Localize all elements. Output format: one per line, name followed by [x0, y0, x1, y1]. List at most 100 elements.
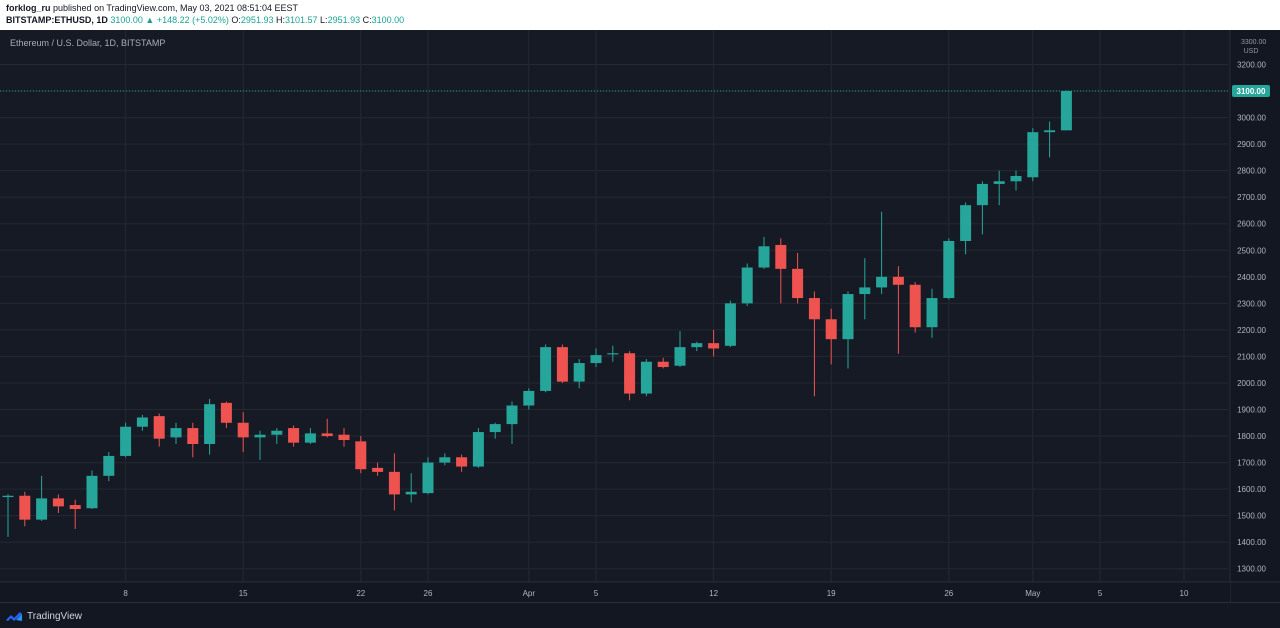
tradingview-brand[interactable]: TradingView: [5, 609, 82, 623]
high-label: H:: [275, 15, 285, 25]
author-name[interactable]: forklog_ru: [6, 3, 51, 13]
low-label: L:: [320, 15, 328, 25]
price-tick-label: 2200.00: [1237, 326, 1266, 335]
candle-down: [556, 347, 568, 382]
time-tick-label: 12: [709, 589, 718, 598]
candle-up: [523, 390, 535, 406]
candle-down: [69, 505, 81, 510]
candle-down: [708, 343, 720, 349]
time-axis-panel[interactable]: [0, 582, 1230, 602]
candle-up: [405, 491, 417, 495]
price-tick-label: 1800.00: [1237, 432, 1266, 441]
open-value: 2951.93: [240, 15, 274, 25]
candle-up: [976, 183, 988, 206]
candle-up: [573, 363, 585, 382]
candle-up: [439, 457, 451, 463]
candle-up: [271, 430, 283, 435]
price-tick-label: 1300.00: [1237, 565, 1266, 574]
axis-top-label: 3300.00: [1241, 39, 1267, 46]
candle-up: [943, 240, 955, 299]
candle-down: [187, 428, 199, 444]
candle-up: [120, 426, 132, 456]
candle-up: [86, 475, 98, 509]
candle-up: [859, 287, 871, 295]
publish-header: forklog_ru published on TradingView.com,…: [0, 0, 1280, 30]
last-price-tag: [1232, 85, 1270, 98]
candle-down: [456, 457, 468, 467]
candle-up: [1027, 132, 1039, 178]
candle-up: [640, 361, 652, 394]
candle-up: [741, 267, 753, 304]
ohlc-line: BITSTAMP:ETHUSD, 1D 3100.00 ▲ +148.22 (+…: [6, 15, 404, 25]
candle-up: [204, 404, 216, 444]
candle-down: [792, 268, 804, 299]
candle-up: [758, 246, 770, 268]
open-label: O:: [231, 15, 241, 25]
time-tick-label: 15: [239, 589, 248, 598]
last-price-tag-label: 3100.00: [1237, 87, 1266, 96]
candle-down: [288, 428, 300, 443]
price-tick-label: 2800.00: [1237, 167, 1266, 176]
candles: [2, 90, 1072, 537]
candlestick-chart[interactable]: 1300.00 1400.00 1500.00 1600.00 1700.00 1800.…: [0, 30, 1280, 602]
footer: TradingView: [0, 602, 1280, 628]
price-tick-label: 2100.00: [1237, 352, 1266, 361]
candle-up: [304, 433, 316, 443]
candle-down: [355, 441, 367, 470]
candle-up: [489, 424, 501, 433]
candle-up: [842, 294, 854, 340]
candle-up: [607, 353, 619, 355]
candle-up: [1044, 130, 1056, 133]
candle-up: [2, 495, 14, 498]
time-tick-label: May: [1025, 589, 1040, 598]
candle-up: [1010, 175, 1022, 182]
candle-down: [624, 353, 636, 394]
price-tick-label: 2600.00: [1237, 220, 1266, 229]
candle-up: [170, 428, 182, 438]
candle-down: [388, 471, 400, 495]
candle-up: [691, 343, 703, 348]
time-tick-label: 19: [827, 589, 836, 598]
last-price: 3100.00: [110, 15, 143, 25]
price-axis[interactable]: [0, 30, 1280, 602]
price-axis-panel[interactable]: [1230, 30, 1280, 602]
axis-currency: 3300.00 USD: [1241, 38, 1267, 56]
close-value: 3100.00: [371, 15, 405, 25]
price-tick-label: 3000.00: [1237, 114, 1266, 123]
candle-up: [674, 347, 686, 366]
candle-up: [254, 434, 266, 438]
candle-down: [338, 434, 350, 441]
time-tick-label: Apr: [523, 589, 536, 598]
last-price-marker: 3100.00: [0, 85, 1270, 98]
candle-down: [19, 495, 31, 520]
time-tick-labels: 8 15 22 26 Apr 5 12 19 26 May 5 10: [123, 589, 1189, 598]
tradingview-logo-text: TradingView: [27, 610, 83, 622]
price-tick-label: 2500.00: [1237, 246, 1266, 255]
candle-up: [540, 347, 552, 391]
symbol-label: BITSTAMP:ETHUSD, 1D: [6, 15, 108, 25]
candle-down: [909, 284, 921, 328]
chart-area[interactable]: 1300.00 1400.00 1500.00 1600.00 1700.00 1800.…: [0, 30, 1280, 602]
candle-up: [926, 298, 938, 328]
price-tick-label: 1500.00: [1237, 512, 1266, 521]
price-tick-label: 2300.00: [1237, 299, 1266, 308]
publish-line: forklog_ru published on TradingView.com,…: [6, 3, 298, 13]
time-tick-label: 10: [1180, 589, 1189, 598]
price-tick-label: 2900.00: [1237, 140, 1266, 149]
candle-down: [321, 433, 333, 437]
time-tick-label: 5: [594, 589, 599, 598]
price-tick-labels: 1300.00 1400.00 1500.00 1600.00 1700.00 1800.…: [1237, 61, 1266, 574]
candle-up: [724, 303, 736, 346]
candle-up: [1060, 91, 1072, 131]
candle-up: [876, 276, 888, 288]
grid-lines: [0, 30, 1228, 582]
candle-up: [590, 355, 602, 364]
price-tick-label: 3200.00: [1237, 61, 1266, 70]
candle-up: [103, 455, 115, 476]
price-tick-label: 2400.00: [1237, 273, 1266, 282]
candle-down: [153, 416, 165, 439]
candle-down: [52, 498, 64, 507]
chart-title: Ethereum / U.S. Dollar, 1D, BITSTAMP: [10, 38, 166, 48]
candle-up: [136, 417, 148, 427]
time-tick-label: 26: [944, 589, 953, 598]
